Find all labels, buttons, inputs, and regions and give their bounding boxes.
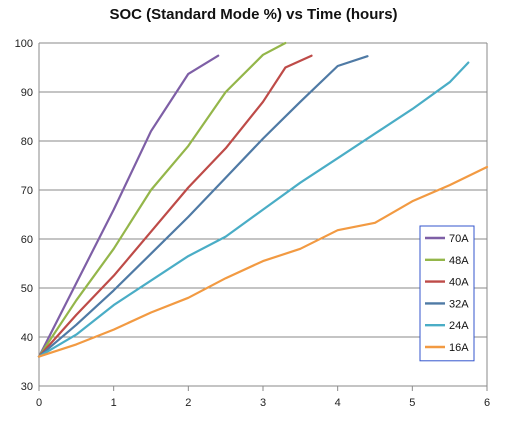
x-tick-label: 1 [111,397,117,409]
legend-label: 40A [449,277,469,289]
y-tick-label: 100 [15,38,33,50]
series-line-48a [37,41,287,358]
series-line-32a [37,55,369,358]
y-tick-label: 40 [21,332,33,344]
x-tick-label: 0 [36,397,42,409]
x-tick-label: 2 [185,397,191,409]
series-line-24a [37,61,470,358]
x-tick-label: 5 [409,397,415,409]
axes: 30 40 50 60 70 80 90 100 0 1 2 3 4 5 6 [15,38,490,409]
y-tick-label: 50 [21,283,33,295]
y-tick-label: 70 [21,185,33,197]
legend-label: 70A [449,233,469,245]
legend-box [419,225,475,362]
y-tick-label: 90 [21,87,33,99]
series-line-16a [37,165,489,358]
y-tick-label: 60 [21,234,33,246]
series-line-40a [37,54,313,358]
x-tick-label: 6 [484,397,490,409]
y-tick-label: 30 [21,381,33,393]
x-tick-label: 3 [260,397,266,409]
legend-label: 32A [449,298,469,310]
x-tick-label: 4 [335,397,341,409]
series-line-70a [37,54,220,358]
legend-label: 24A [449,320,469,332]
chart-title: SOC (Standard Mode %) vs Time (hours) [109,6,398,23]
legend-label: 16A [449,342,469,354]
y-tick-label: 80 [21,136,33,148]
series-lines [37,41,489,358]
legend-label: 48A [449,255,469,267]
legend: 70A 48A 40A 32A 24A 16A [419,225,475,362]
